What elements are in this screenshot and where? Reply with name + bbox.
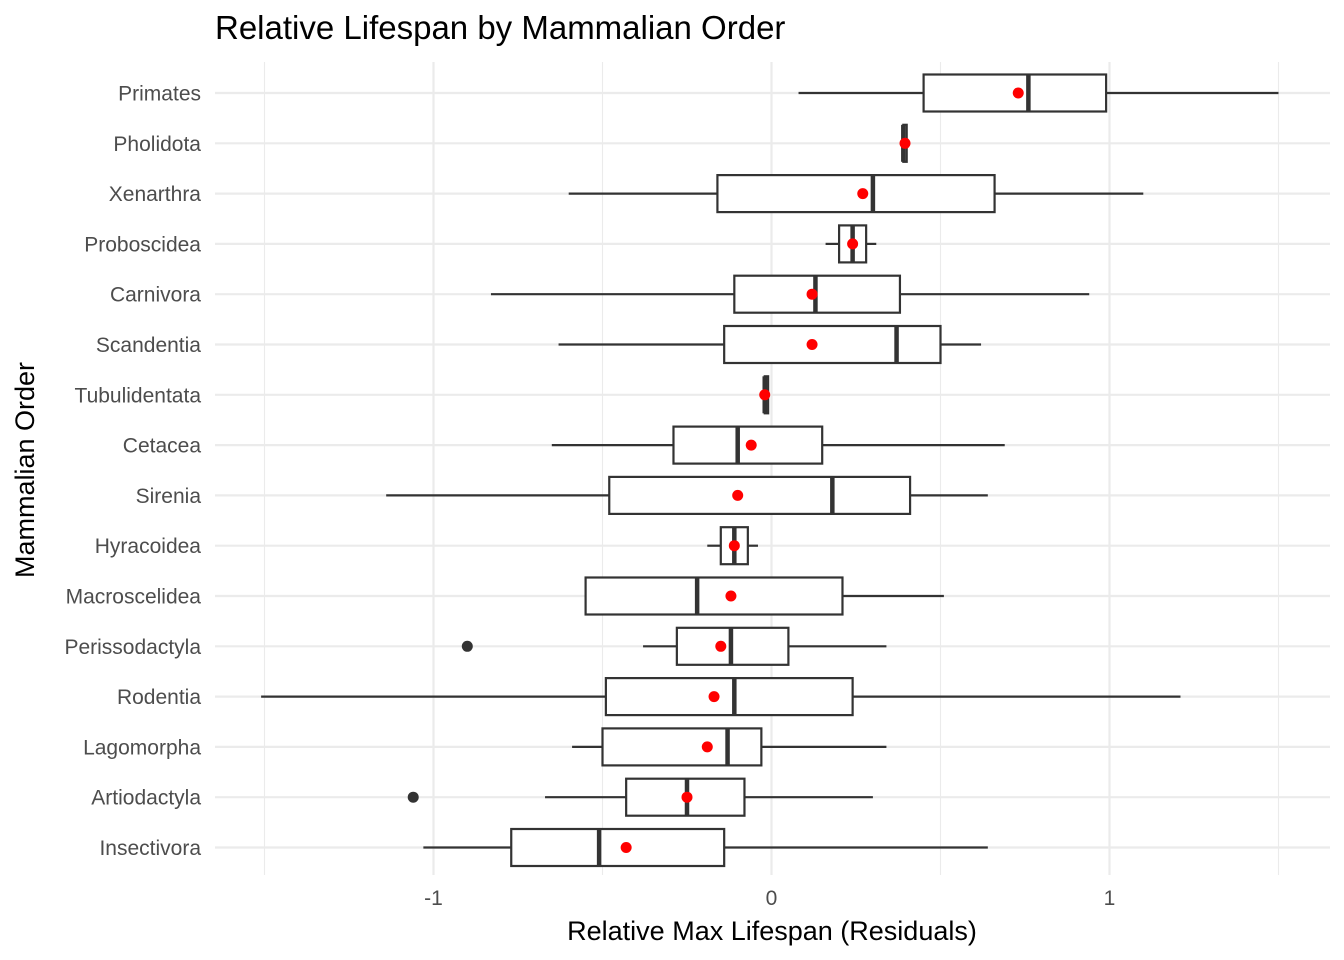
box-iqr bbox=[604, 676, 854, 717]
mean-point bbox=[708, 691, 720, 703]
x-tick-label: 1 bbox=[1104, 887, 1116, 910]
y-tick-label: Cetacea bbox=[123, 435, 202, 458]
y-tick-label: Pholidota bbox=[113, 133, 201, 156]
box-iqr bbox=[716, 174, 996, 214]
mean-point bbox=[806, 339, 818, 350]
mean-point bbox=[725, 590, 737, 602]
box-group bbox=[825, 224, 877, 264]
outlier-point bbox=[461, 640, 473, 652]
y-tick-label: Rodentia bbox=[117, 686, 201, 709]
box-iqr bbox=[601, 727, 763, 767]
y-axis-title: Mammalian Order bbox=[10, 362, 40, 578]
y-tick-label: Proboscidea bbox=[84, 233, 201, 256]
box-group bbox=[386, 475, 988, 515]
box-group bbox=[759, 375, 771, 415]
y-tick-label: Hyracoidea bbox=[95, 535, 202, 558]
box-iqr bbox=[510, 827, 726, 868]
outlier-point bbox=[407, 791, 419, 803]
chart-title: Relative Lifespan by Mammalian Order bbox=[215, 9, 785, 46]
mean-point bbox=[728, 540, 740, 552]
mean-point bbox=[759, 389, 771, 401]
box-group bbox=[461, 626, 887, 666]
box-group bbox=[407, 777, 873, 817]
box-group bbox=[551, 425, 1005, 465]
y-tick-label: Insectivora bbox=[99, 837, 201, 860]
x-axis-title: Relative Max Lifespan (Residuals) bbox=[567, 916, 977, 946]
y-tick-label: Macroscelidea bbox=[66, 586, 202, 609]
mean-point bbox=[745, 439, 757, 451]
box-group bbox=[798, 73, 1279, 113]
mean-point bbox=[732, 489, 744, 501]
box-group bbox=[423, 827, 988, 868]
y-tick-label: Scandentia bbox=[96, 334, 201, 357]
mean-point bbox=[715, 640, 727, 652]
mean-point bbox=[701, 741, 713, 753]
mean-point bbox=[1012, 87, 1024, 99]
mean-point bbox=[620, 842, 632, 853]
box-iqr bbox=[584, 576, 844, 616]
box-group bbox=[584, 576, 944, 616]
y-tick-labels: Primates Pholidota Xenarthra Proboscidea Car… bbox=[64, 83, 201, 861]
box-group bbox=[707, 526, 758, 566]
y-tick-label: Carnivora bbox=[110, 284, 201, 307]
plot-area bbox=[261, 73, 1279, 868]
y-tick-label: Lagomorpha bbox=[83, 736, 201, 759]
box-group bbox=[490, 274, 1090, 314]
x-tick-label: -1 bbox=[424, 887, 443, 910]
y-tick-label: Perissodactyla bbox=[64, 636, 201, 659]
mean-point bbox=[899, 137, 911, 149]
y-tick-label: Sirenia bbox=[136, 485, 202, 508]
box-group bbox=[261, 676, 1181, 717]
box-group bbox=[568, 174, 1144, 214]
box-group bbox=[572, 727, 887, 767]
y-tick-label: Xenarthra bbox=[109, 183, 202, 206]
mean-point bbox=[681, 791, 693, 803]
box-iqr bbox=[723, 324, 942, 365]
y-tick-label: Primates bbox=[118, 83, 201, 106]
mean-point bbox=[847, 238, 859, 250]
y-tick-label: Artiodactyla bbox=[91, 787, 201, 810]
box-group bbox=[558, 324, 982, 365]
mean-point bbox=[857, 188, 869, 200]
x-tick-label: 0 bbox=[766, 887, 778, 910]
box-group bbox=[899, 123, 911, 163]
x-tick-labels: -1 0 1 bbox=[424, 887, 1115, 910]
mean-point bbox=[806, 288, 818, 300]
box-iqr bbox=[608, 475, 912, 515]
y-tick-label: Tubulidentata bbox=[75, 384, 202, 407]
